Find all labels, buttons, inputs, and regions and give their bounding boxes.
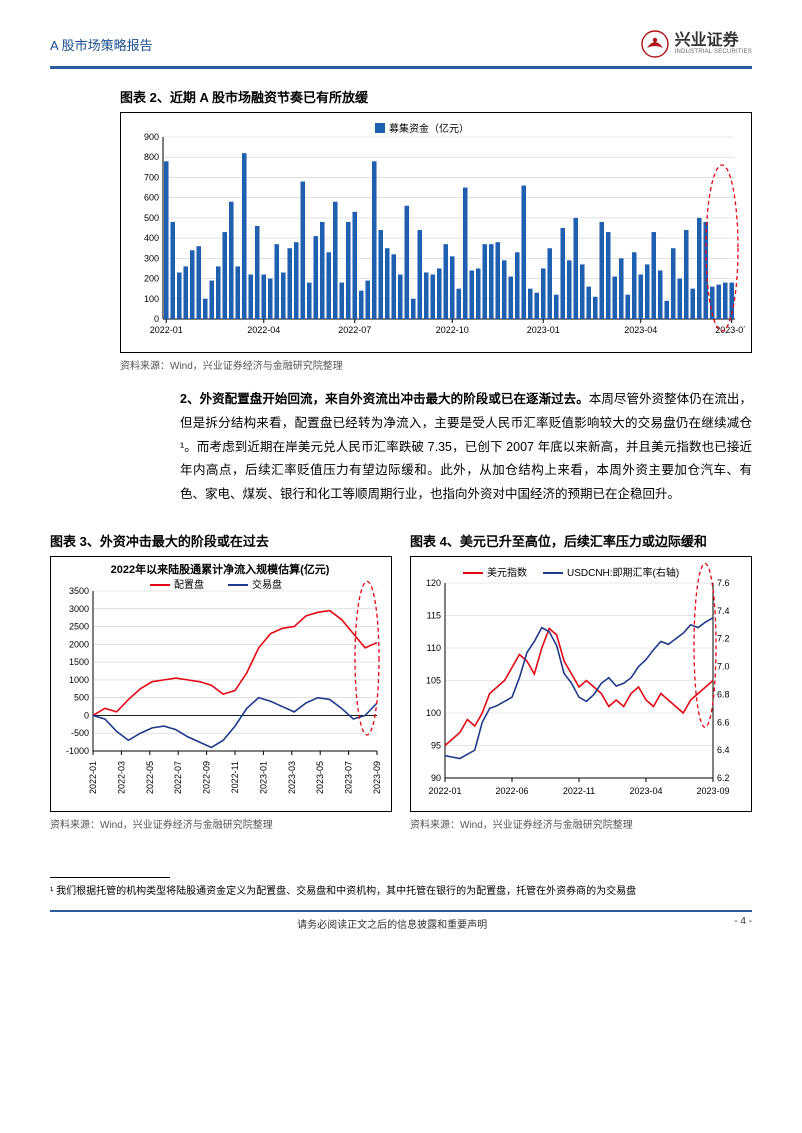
svg-text:400: 400: [144, 233, 159, 243]
page-number: - 4 -: [734, 916, 752, 931]
svg-text:2023-04: 2023-04: [624, 325, 657, 335]
chart2-box: 0 100 200 300 400 500 600 700 800 900 2022-01 2022-…: [120, 112, 752, 353]
logo-icon: [641, 30, 669, 58]
svg-text:7.2: 7.2: [717, 633, 730, 643]
svg-text:100: 100: [144, 294, 159, 304]
svg-text:2023-07: 2023-07: [344, 761, 354, 794]
svg-text:1500: 1500: [69, 657, 89, 667]
svg-text:110: 110: [427, 643, 441, 653]
svg-text:3000: 3000: [69, 604, 89, 614]
chart4-title: 图表 4、美元已升至高位，后续汇率压力或边际缓和: [410, 531, 752, 550]
svg-text:2023-07: 2023-07: [715, 325, 745, 335]
svg-text:0: 0: [84, 710, 89, 720]
svg-text:2022-07: 2022-07: [338, 325, 371, 335]
paragraph-2: 2、外资配置盘开始回流，来自外资流出冲击最大的阶段或已在逐渐过去。本周尽管外资整…: [180, 388, 752, 507]
svg-text:2022-10: 2022-10: [436, 325, 469, 335]
svg-text:2022-11: 2022-11: [230, 761, 240, 793]
svg-text:7.4: 7.4: [717, 606, 730, 616]
chart2-svg: 0 100 200 300 400 500 600 700 800 900 2022-01 2022-…: [125, 117, 745, 347]
svg-text:募集资金（亿元）: 募集资金（亿元）: [389, 122, 469, 135]
svg-text:120: 120: [426, 578, 441, 588]
svg-text:800: 800: [144, 152, 159, 162]
para2-lead: 2、外资配置盘开始回流，来自外资流出冲击最大的阶段或已在逐渐过去。: [180, 392, 589, 406]
svg-text:美元指数: 美元指数: [487, 566, 527, 579]
svg-text:2022-01: 2022-01: [150, 325, 183, 335]
svg-text:配置盘: 配置盘: [174, 578, 204, 591]
svg-text:2022-11: 2022-11: [563, 786, 595, 796]
svg-text:6.6: 6.6: [717, 717, 730, 727]
svg-text:2022-01: 2022-01: [88, 761, 98, 794]
chart2-title: 图表 2、近期 A 股市场融资节奏已有所放缓: [120, 87, 752, 106]
footnote: ¹ 我们根据托管的机构类型将陆股通资金定义为配置盘、交易盘和中资机构，其中托管在…: [50, 884, 752, 900]
svg-text:200: 200: [144, 274, 159, 284]
svg-text:USDCNH:即期汇率(右轴): USDCNH:即期汇率(右轴): [567, 566, 679, 579]
chart3-source: 资料来源：Wind，兴业证券经济与金融研究院整理: [50, 816, 392, 831]
svg-text:-500: -500: [71, 728, 89, 738]
svg-text:2022-05: 2022-05: [145, 761, 155, 794]
svg-text:500: 500: [74, 692, 89, 702]
header-rule: [50, 66, 752, 69]
svg-text:300: 300: [144, 253, 159, 263]
chart2-source: 资料来源：Wind，兴业证券经济与金融研究院整理: [120, 357, 752, 372]
svg-text:105: 105: [426, 675, 441, 685]
chart4-box: 90 95 100 105 110 115 120 6.2 6.4 6.6 6.8 7.0 7.2 7.4…: [410, 556, 752, 812]
svg-text:2022-09: 2022-09: [202, 761, 212, 794]
brand-logo: 兴业证券 INDUSTRIAL SECURITIES: [641, 30, 752, 58]
svg-text:100: 100: [426, 708, 441, 718]
svg-text:0: 0: [154, 314, 159, 324]
footnote-rule: [50, 877, 170, 878]
svg-text:7.0: 7.0: [717, 661, 730, 671]
svg-text:2023-09: 2023-09: [696, 786, 729, 796]
svg-text:2022-04: 2022-04: [247, 325, 280, 335]
footer-disclaimer: 请务必阅读正文之后的信息披露和重要声明: [297, 916, 487, 931]
svg-text:700: 700: [144, 172, 159, 182]
para2-rest: 本周尽管外资整体仍在流出，但是拆分结构来看，配置盘已经转为净流入，主要是受人民币…: [180, 392, 752, 501]
brand-cn: 兴业证券: [675, 33, 752, 49]
doc-title: A 股市场策略报告: [50, 35, 153, 54]
chart4-svg: 90 95 100 105 110 115 120 6.2 6.4 6.6 6.8 7.0 7.2 7.4…: [415, 561, 745, 806]
svg-text:1000: 1000: [69, 675, 89, 685]
svg-text:2022-06: 2022-06: [495, 786, 528, 796]
chart3-svg: 2022年以来陆股通累计净流入规模估算(亿元) -1000 -500 0 500 1000…: [55, 561, 385, 806]
svg-text:900: 900: [144, 132, 159, 142]
chart3-title: 图表 3、外资冲击最大的阶段或在过去: [50, 531, 392, 550]
svg-text:-1000: -1000: [66, 746, 89, 756]
svg-text:2022-07: 2022-07: [173, 761, 183, 794]
svg-text:115: 115: [427, 610, 441, 620]
svg-text:2023-05: 2023-05: [315, 761, 325, 794]
footer-rule: [50, 910, 752, 912]
svg-text:6.8: 6.8: [717, 689, 730, 699]
svg-text:2023-01: 2023-01: [258, 761, 268, 794]
svg-text:7.6: 7.6: [717, 578, 730, 588]
svg-text:90: 90: [431, 773, 441, 783]
chart3-box: 2022年以来陆股通累计净流入规模估算(亿元) -1000 -500 0 500 1000…: [50, 556, 392, 812]
svg-text:6.4: 6.4: [717, 745, 730, 755]
svg-text:2500: 2500: [69, 621, 89, 631]
svg-text:2023-09: 2023-09: [372, 761, 382, 794]
svg-text:600: 600: [144, 193, 159, 203]
svg-text:交易盘: 交易盘: [252, 578, 282, 591]
svg-text:500: 500: [144, 213, 159, 223]
brand-en: INDUSTRIAL SECURITIES: [675, 49, 752, 55]
svg-text:6.2: 6.2: [717, 773, 730, 783]
svg-text:3500: 3500: [69, 586, 89, 596]
svg-text:2000: 2000: [69, 639, 89, 649]
svg-text:2022-01: 2022-01: [428, 786, 461, 796]
svg-text:2023-01: 2023-01: [527, 325, 560, 335]
svg-text:2023-03: 2023-03: [287, 761, 297, 794]
chart4-source: 资料来源：Wind，兴业证券经济与金融研究院整理: [410, 816, 752, 831]
svg-text:2023-04: 2023-04: [629, 786, 662, 796]
svg-text:95: 95: [431, 740, 441, 750]
svg-text:2022年以来陆股通累计净流入规模估算(亿元): 2022年以来陆股通累计净流入规模估算(亿元): [111, 562, 330, 576]
svg-text:2022-03: 2022-03: [116, 761, 126, 794]
